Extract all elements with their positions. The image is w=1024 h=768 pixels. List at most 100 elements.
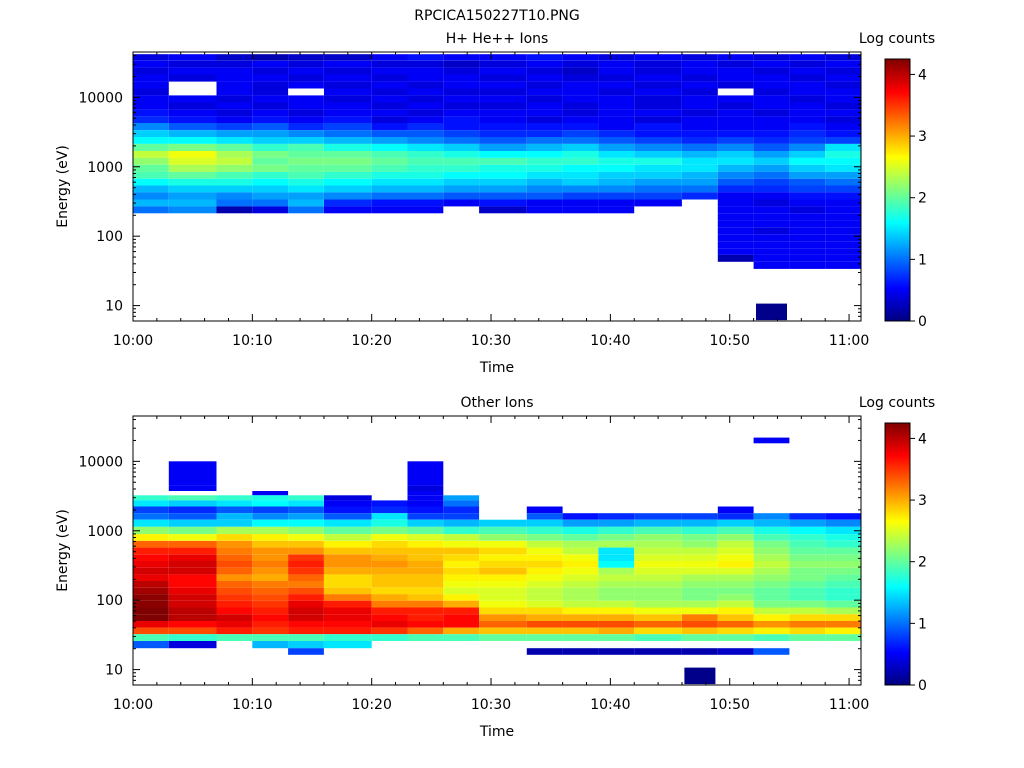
colorbar-tick-label: 1 bbox=[918, 616, 927, 632]
heatmap-cell bbox=[443, 547, 480, 555]
heatmap-cell bbox=[216, 581, 253, 588]
heatmap-cell bbox=[789, 634, 826, 641]
heatmap-cell bbox=[598, 164, 635, 172]
heatmap-cell bbox=[526, 621, 563, 628]
heatmap-cell bbox=[634, 634, 682, 641]
heatmap-cell bbox=[789, 234, 826, 242]
heatmap-cell bbox=[634, 143, 682, 151]
heatmap-cell bbox=[825, 627, 861, 635]
heatmap-cell bbox=[443, 199, 480, 207]
heatmap-cell bbox=[133, 54, 169, 61]
x-tick-label: 10:10 bbox=[232, 697, 272, 713]
heatmap-cell bbox=[324, 621, 372, 628]
heatmap-cell bbox=[216, 67, 253, 75]
heatmap-cell bbox=[562, 123, 599, 131]
heatmap-cell bbox=[252, 581, 289, 588]
heatmap-cell bbox=[562, 60, 599, 68]
heatmap-cell bbox=[168, 206, 217, 214]
heatmap-cell bbox=[717, 164, 754, 172]
heatmap-cell bbox=[789, 540, 826, 548]
heatmap-cell bbox=[634, 607, 682, 615]
heatmap-cell bbox=[682, 607, 718, 615]
heatmap-cell bbox=[479, 547, 527, 555]
heatmap-cell bbox=[133, 547, 169, 555]
heatmap-cell bbox=[324, 574, 372, 581]
heatmap-cell bbox=[634, 627, 682, 635]
heatmap-cell bbox=[288, 74, 324, 82]
heatmap-cell bbox=[407, 60, 444, 68]
heatmap-cell bbox=[562, 171, 599, 179]
heatmap-cell bbox=[598, 519, 635, 527]
heatmap-cell bbox=[789, 560, 826, 568]
heatmap-cell bbox=[252, 567, 289, 575]
heatmap-cell bbox=[168, 54, 217, 61]
colorbar bbox=[884, 58, 911, 322]
heatmap-cell bbox=[526, 534, 563, 541]
heatmap-cell bbox=[216, 54, 253, 61]
heatmap-cell bbox=[216, 199, 253, 207]
heatmap-cell bbox=[407, 534, 444, 541]
heatmap-cell bbox=[479, 123, 527, 131]
heatmap-cell bbox=[825, 206, 861, 214]
heatmap-cell bbox=[789, 74, 826, 82]
heatmap-cell bbox=[252, 500, 289, 507]
heatmap-cell bbox=[789, 67, 826, 75]
heatmap-cell bbox=[288, 206, 324, 214]
heatmap-cell bbox=[753, 67, 790, 75]
heatmap-cell bbox=[717, 143, 754, 151]
heatmap-cell bbox=[168, 594, 217, 601]
heatmap-cell bbox=[216, 621, 253, 628]
heatmap-cell bbox=[562, 607, 599, 615]
x-tick-label: 10:30 bbox=[471, 333, 511, 349]
heatmap-cell bbox=[443, 567, 480, 575]
heatmap-cell bbox=[216, 634, 253, 641]
heatmap-cell bbox=[825, 213, 861, 221]
x-tick-label: 10:20 bbox=[352, 333, 392, 349]
heatmap-cell bbox=[562, 157, 599, 165]
heatmap-cell bbox=[598, 88, 635, 96]
heatmap-cell bbox=[756, 303, 787, 321]
heatmap-cell bbox=[562, 560, 599, 568]
heatmap-cell bbox=[562, 554, 599, 561]
heatmap-cell bbox=[407, 500, 444, 507]
heatmap-cell bbox=[252, 123, 289, 131]
heatmap-cell bbox=[789, 102, 826, 110]
heatmap-cell bbox=[789, 614, 826, 621]
heatmap-cell bbox=[168, 614, 217, 621]
heatmap-cell bbox=[407, 130, 444, 137]
heatmap-cell bbox=[216, 116, 253, 123]
heatmap-cell bbox=[443, 54, 480, 61]
heatmap-cell bbox=[526, 60, 563, 68]
heatmap-cell bbox=[753, 560, 790, 568]
heatmap-cell bbox=[407, 81, 444, 89]
heatmap-cell bbox=[682, 614, 718, 621]
heatmap-cell bbox=[371, 506, 408, 514]
heatmap-cell bbox=[825, 116, 861, 123]
heatmap-cell bbox=[288, 54, 324, 61]
heatmap-cell bbox=[526, 151, 563, 158]
heatmap-cell bbox=[371, 587, 408, 595]
heatmap-cell bbox=[598, 600, 635, 608]
heatmap-cell bbox=[789, 164, 826, 172]
heatmap-cell bbox=[252, 641, 289, 649]
heatmap-cell bbox=[682, 151, 718, 158]
heatmap-cell bbox=[371, 95, 408, 103]
heatmap-cell bbox=[168, 192, 217, 200]
heatmap-cell bbox=[825, 587, 861, 595]
heatmap-cell bbox=[216, 534, 253, 541]
heatmap-cell bbox=[825, 143, 861, 151]
heatmap-cell bbox=[526, 634, 563, 641]
heatmap-cell bbox=[753, 594, 790, 601]
heatmap-cell bbox=[789, 574, 826, 581]
heatmap-cell bbox=[479, 519, 527, 527]
heatmap-cell bbox=[324, 164, 372, 172]
heatmap-cell bbox=[479, 192, 527, 200]
heatmap-cell bbox=[789, 123, 826, 131]
heatmap-cell bbox=[371, 594, 408, 601]
heatmap-cell bbox=[324, 554, 372, 561]
heatmap-cell bbox=[371, 185, 408, 193]
heatmap-cell bbox=[717, 513, 754, 520]
heatmap-cell bbox=[324, 581, 372, 588]
colorbar-tick-label: 0 bbox=[918, 314, 927, 330]
y-axis-label: Energy (eV) bbox=[55, 509, 71, 592]
